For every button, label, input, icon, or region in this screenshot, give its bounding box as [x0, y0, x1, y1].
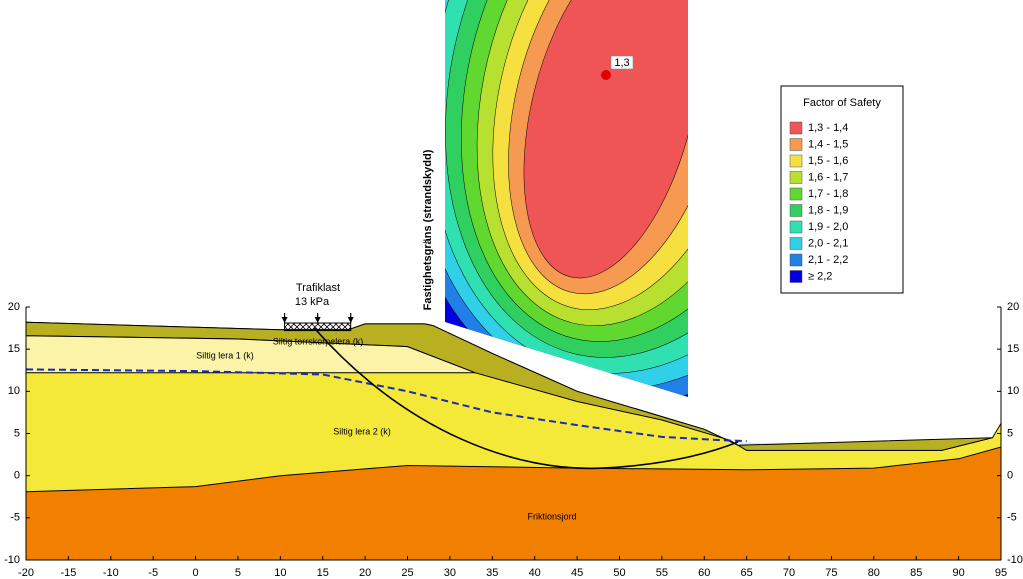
- load-label: Trafiklast: [296, 282, 340, 294]
- legend-label: 1,3 - 1,4: [808, 122, 848, 134]
- y-tick-label: 15: [8, 343, 20, 355]
- legend-label: 1,5 - 1,6: [808, 155, 848, 167]
- legend-label: ≥ 2,2: [808, 270, 832, 282]
- x-tick-label: 55: [656, 567, 668, 579]
- y-tick-label: -10: [1007, 554, 1023, 566]
- legend-label: 2,0 - 2,1: [808, 237, 848, 249]
- x-tick-label: 70: [783, 567, 795, 579]
- x-tick-label: 80: [868, 567, 880, 579]
- legend-label: 2,1 - 2,2: [808, 254, 848, 266]
- x-tick-label: 0: [193, 567, 199, 579]
- y-tick-label: -10: [4, 554, 20, 566]
- legend-swatch: [789, 187, 803, 201]
- y-tick-label: 10: [1007, 385, 1019, 397]
- y-tick-label: 20: [1007, 301, 1019, 313]
- x-tick-label: -15: [60, 567, 76, 579]
- x-tick-label: 35: [486, 567, 498, 579]
- layer-label: Siltig lera 1 (k): [196, 350, 254, 360]
- y-tick-label: 15: [1007, 343, 1019, 355]
- critical-label-box: [610, 55, 634, 70]
- y-tick-label: 20: [8, 301, 20, 313]
- legend-swatch: [789, 220, 803, 234]
- x-tick-label: 45: [571, 567, 583, 579]
- x-tick-label: 10: [274, 567, 286, 579]
- legend-swatch: [789, 138, 803, 151]
- y-tick-label: -5: [10, 512, 20, 524]
- y-tick-label: -5: [1007, 512, 1017, 524]
- x-tick-label: 60: [698, 567, 710, 579]
- x-tick-label: -10: [103, 567, 119, 579]
- boundary-label: Fastighetsgräns (strandskydd): [422, 149, 434, 310]
- x-tick-label: 75: [825, 567, 837, 579]
- critical-center: [601, 70, 611, 80]
- legend-swatch: [789, 121, 803, 135]
- x-tick-label: 65: [741, 567, 753, 579]
- legend-swatch: [789, 237, 803, 250]
- critical-label: 1,3: [614, 57, 629, 69]
- x-tick-label: -5: [148, 567, 158, 579]
- x-tick-label: 90: [952, 567, 964, 579]
- x-tick-label: 40: [529, 567, 541, 579]
- x-tick-label: 20: [359, 567, 371, 579]
- fos-contours: [445, 0, 688, 397]
- legend-swatch: [789, 270, 803, 283]
- x-tick-label: -20: [18, 567, 34, 579]
- legend-swatch: [789, 253, 803, 267]
- load-arrowhead: [347, 317, 354, 324]
- y-tick-label: 5: [1007, 427, 1013, 439]
- load-magnitude: 13 kPa: [295, 296, 330, 308]
- legend-label: 1,6 - 1,7: [808, 171, 848, 183]
- cross-section: [25, 313, 1002, 561]
- x-tick-label: 50: [613, 567, 625, 579]
- legend-label: 1,4 - 1,5: [808, 138, 848, 150]
- x-tick-label: 15: [317, 567, 329, 579]
- legend-title: Factor of Safety: [803, 97, 881, 109]
- legend-swatch: [789, 204, 803, 217]
- slip-surface: [313, 327, 739, 470]
- load-arrowhead: [281, 317, 288, 324]
- load-arrowhead: [314, 317, 321, 324]
- x-tick-label: 30: [444, 567, 456, 579]
- layer-label: Siltig torrskorpelera (k): [273, 336, 364, 346]
- y-tick-label: 0: [1007, 470, 1013, 482]
- x-tick-label: 25: [401, 567, 413, 579]
- x-tick-label: 85: [910, 567, 922, 579]
- y-tick-label: 0: [14, 470, 20, 482]
- load-area: [284, 322, 352, 332]
- x-tick-label: 5: [235, 567, 241, 579]
- legend-swatch: [789, 154, 803, 168]
- legend-label: 1,9 - 2,0: [808, 221, 848, 233]
- y-tick-label: 10: [8, 385, 20, 397]
- legend-label: 1,8 - 1,9: [808, 204, 848, 216]
- contour-band: [523, 0, 688, 279]
- layer-label: Friktionsjord: [527, 511, 576, 521]
- y-tick-label: 5: [14, 427, 20, 439]
- layer-label: Siltig lera 2 (k): [333, 426, 391, 436]
- legend-swatch: [789, 171, 803, 184]
- water-table: [25, 368, 747, 443]
- x-tick-label: 95: [995, 567, 1007, 579]
- legend-label: 1,7 - 1,8: [808, 188, 848, 200]
